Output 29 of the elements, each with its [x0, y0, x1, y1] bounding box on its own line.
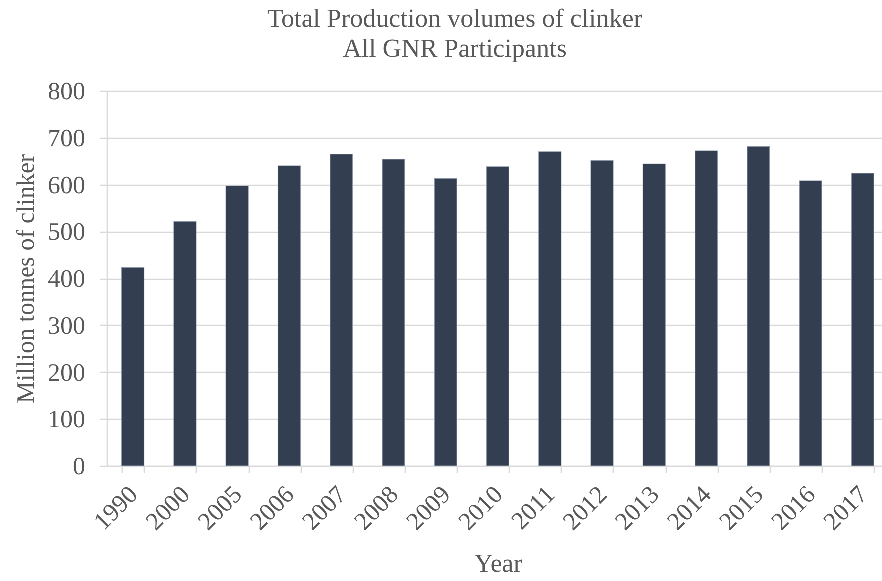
y-tick-label: 400 [48, 266, 86, 293]
y-tick-label: 500 [48, 219, 86, 246]
x-tick-label: 2011 [506, 481, 561, 536]
bar [278, 166, 301, 466]
bar [590, 160, 614, 466]
bar [486, 166, 510, 466]
chart-subtitle: All GNR Participants [343, 34, 567, 63]
y-tick-label: 600 [48, 172, 86, 200]
bar [174, 221, 197, 466]
bar [122, 267, 145, 466]
y-tick-label: 0 [73, 454, 86, 480]
bar [642, 164, 666, 466]
bar [226, 186, 249, 466]
y-tick-label: 100 [48, 406, 86, 434]
bar [382, 159, 406, 466]
bar [799, 180, 822, 466]
y-axis-title: Million tonnes of clinker [13, 154, 40, 404]
bar [695, 150, 718, 466]
chart-title: Total Production volumes of clinker [267, 4, 643, 33]
bar [851, 173, 874, 466]
y-tick-label: 800 [48, 78, 86, 106]
y-tick-label: 300 [48, 312, 86, 340]
y-tick-label: 200 [48, 360, 86, 387]
bar [538, 152, 562, 466]
bar [330, 154, 354, 466]
y-tick-label: 700 [48, 125, 86, 152]
bar [434, 178, 458, 466]
bar [747, 146, 770, 466]
x-axis-title: Year [474, 549, 523, 578]
